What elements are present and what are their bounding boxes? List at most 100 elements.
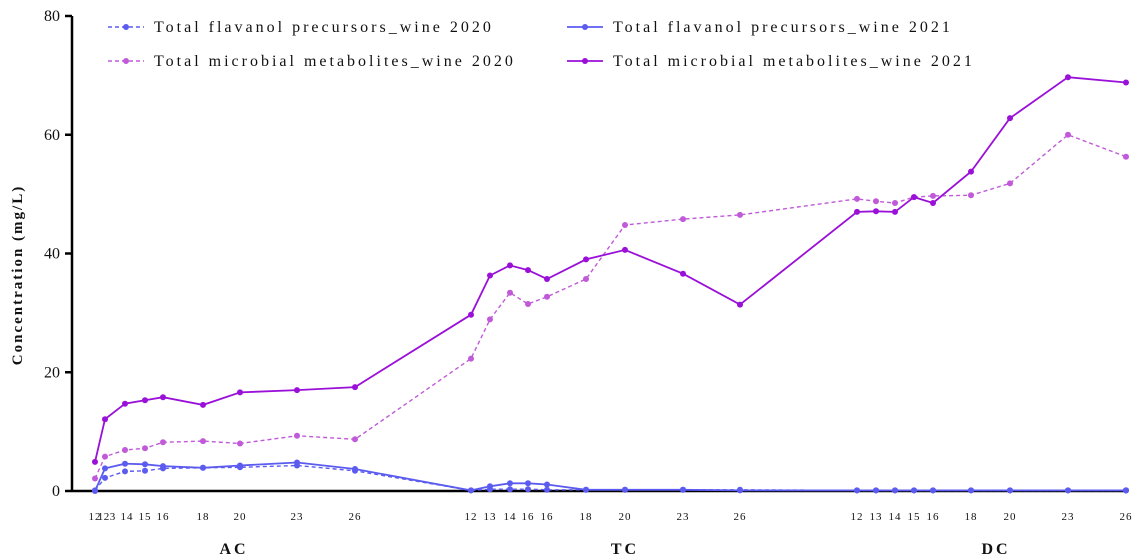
data-point <box>737 301 743 308</box>
data-point <box>102 453 108 460</box>
x-tick-label: 14 <box>121 511 134 523</box>
x-group-label: DC <box>981 541 1010 558</box>
data-point <box>525 480 531 487</box>
data-point <box>237 440 243 447</box>
x-tick-label: 12 <box>89 511 102 523</box>
data-point <box>487 272 493 279</box>
data-point <box>525 301 531 307</box>
legend-label: Total flavanol precursors_wine 2021 <box>613 19 953 36</box>
x-tick-label: 14 <box>504 511 517 523</box>
legend-swatch-marker <box>123 58 129 64</box>
data-point <box>1123 79 1129 86</box>
data-point <box>352 466 358 472</box>
series-line <box>94 464 1126 492</box>
legend-swatch-marker <box>123 24 129 30</box>
data-point <box>142 467 148 474</box>
x-tick-label: 23 <box>1062 511 1075 523</box>
data-point <box>583 486 589 493</box>
data-point <box>930 487 936 494</box>
x-tick-label: 16 <box>522 511 535 523</box>
data-point <box>122 468 128 475</box>
data-point <box>122 460 128 467</box>
x-tick-label: 1 <box>98 511 105 523</box>
data-point <box>544 486 550 493</box>
data-point <box>892 487 898 494</box>
data-point <box>737 487 743 494</box>
x-tick-label: 12 <box>465 511 478 523</box>
x-tick-label: 20 <box>1004 511 1017 523</box>
y-tick-label: 0 <box>52 483 60 500</box>
data-point <box>237 389 243 396</box>
x-tick-label: 15 <box>908 511 921 523</box>
data-point <box>854 208 860 215</box>
x-tick-label: 12 <box>851 511 864 523</box>
y-axis: 0 20 40 60 80 <box>44 8 74 500</box>
data-point <box>1007 487 1013 494</box>
data-point <box>200 464 206 471</box>
data-point <box>92 488 98 494</box>
data-point <box>873 487 879 494</box>
data-point <box>294 459 300 466</box>
x-tick-label: 2 <box>104 511 111 523</box>
legend-item: Total microbial metabolites_wine 2021 <box>567 53 972 70</box>
x-tick-label: 20 <box>234 511 247 523</box>
data-point <box>468 311 474 318</box>
data-point <box>468 487 474 494</box>
x-tick-label: 18 <box>580 511 593 523</box>
data-point <box>930 200 936 206</box>
data-point <box>294 432 300 439</box>
x-tick-label: 16 <box>157 511 170 523</box>
legend-swatch-marker <box>582 58 588 64</box>
data-point <box>1065 74 1071 81</box>
series-1 <box>92 459 1129 494</box>
data-point <box>544 293 550 300</box>
data-point <box>352 384 358 391</box>
data-point <box>1065 131 1071 138</box>
data-point <box>680 270 686 277</box>
legend-label: Total flavanol precursors_wine 2020 <box>154 19 494 36</box>
data-point <box>525 486 531 493</box>
legend: Total flavanol precursors_wine 2020 Total… <box>108 19 972 70</box>
data-point <box>930 192 936 199</box>
data-point <box>854 487 860 494</box>
data-point <box>507 480 513 487</box>
data-point <box>544 481 550 488</box>
series-layer <box>92 74 1129 494</box>
data-point <box>1123 487 1129 494</box>
data-point <box>1007 115 1013 122</box>
data-point <box>92 475 98 482</box>
x-tick-label: 3 <box>110 511 117 523</box>
data-point <box>102 465 108 472</box>
x-tick-label: 13 <box>870 511 883 523</box>
x-tick-label: 14 <box>889 511 902 523</box>
data-point <box>968 192 974 199</box>
x-axis: 121 2 3 14 15 16 18 20 23 26 12 13 14 16 16 18 20 23 26 12 1… <box>72 489 1132 558</box>
x-tick-label: 18 <box>965 511 978 523</box>
data-point <box>737 211 743 218</box>
data-point <box>507 262 513 269</box>
x-tick-label: 23 <box>291 511 304 523</box>
data-point <box>911 487 917 494</box>
x-tick-label: 20 <box>619 511 632 523</box>
data-point <box>680 216 686 223</box>
data-point <box>122 447 128 453</box>
legend-item: Total microbial metabolites_wine 2020 <box>108 53 513 70</box>
data-point <box>468 355 474 362</box>
data-point <box>237 462 243 469</box>
data-point <box>680 486 686 493</box>
series-3 <box>92 74 1129 465</box>
data-point <box>1007 180 1013 187</box>
data-point <box>583 276 589 282</box>
x-tick-label: 23 <box>677 511 690 523</box>
x-tick-label: 13 <box>484 511 497 523</box>
data-point <box>622 222 628 228</box>
x-tick-label: 26 <box>734 511 747 523</box>
data-point <box>1123 153 1129 160</box>
data-point <box>968 487 974 494</box>
x-tick-label: 15 <box>139 511 152 523</box>
data-point <box>142 445 148 452</box>
data-point <box>122 400 128 407</box>
x-group-label: TC <box>611 541 639 558</box>
